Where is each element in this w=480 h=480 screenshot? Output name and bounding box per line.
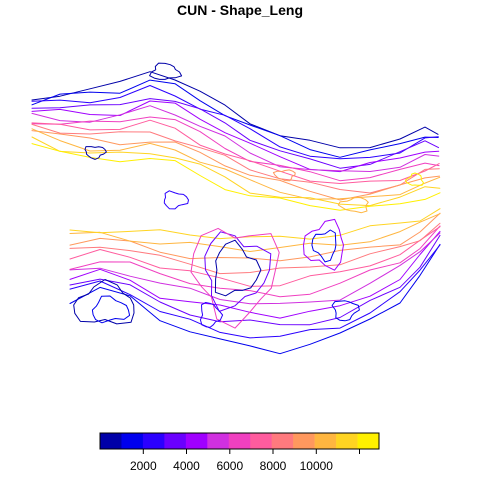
contour-feature-8 — [84, 146, 107, 160]
contour-line-south-5 — [69, 225, 441, 298]
legend-swatch-4 — [185, 433, 208, 449]
legend-swatch-8 — [271, 433, 294, 449]
contour-line-north-1 — [31, 79, 439, 158]
contour-feature-4 — [303, 218, 344, 271]
contour-feature-13 — [199, 302, 224, 328]
contour-feature-1 — [204, 231, 272, 312]
contour-feature-5 — [73, 279, 135, 325]
contour-line-south-1 — [69, 244, 441, 339]
contour-line-south-4 — [69, 232, 441, 305]
legend-tick-label: 10000 — [300, 459, 334, 473]
contour-line-south-9 — [69, 213, 441, 252]
legend-swatch-5 — [207, 433, 230, 449]
legend-swatch-3 — [164, 433, 187, 449]
contour-line-south-6 — [69, 226, 441, 287]
contour-line-south-10 — [69, 208, 441, 240]
contour-lines — [31, 62, 441, 355]
contour-line-north-3 — [31, 98, 439, 169]
contour-feature-7 — [163, 190, 189, 210]
legend-swatch-1 — [121, 433, 144, 449]
contour-feature-9 — [272, 169, 296, 182]
color-legend: 2000 4000 6000 8000 10000 — [99, 432, 380, 473]
contour-line-north-5 — [31, 105, 440, 172]
legend-swatch-6 — [228, 433, 251, 449]
legend-tick-label: 2000 — [130, 459, 157, 473]
contour-line-north-10 — [31, 128, 441, 200]
contour-feature-10 — [337, 196, 369, 214]
contour-feature-2 — [190, 227, 280, 329]
map-title: CUN - Shape_Leng — [176, 2, 303, 18]
contour-feature-14 — [331, 300, 360, 322]
contour-line-north-7 — [31, 119, 440, 184]
contour-line-north-2 — [31, 85, 439, 160]
legend-swatch-10 — [314, 433, 337, 449]
legend-swatch-7 — [250, 433, 272, 449]
contour-feature-6 — [91, 295, 131, 324]
contour-line-north-0 — [31, 71, 439, 149]
contour-line-south-8 — [69, 212, 441, 262]
contour-line-north-4 — [31, 100, 440, 173]
legend-tick-label: 6000 — [216, 459, 243, 473]
legend-swatch-11 — [336, 433, 358, 449]
legend-swatch-0 — [100, 433, 122, 449]
contour-line-north-12 — [31, 143, 441, 211]
contour-line-north-9 — [31, 130, 440, 201]
contour-line-south-3 — [69, 230, 441, 319]
contour-line-south-2 — [69, 234, 441, 326]
legend-swatch-9 — [293, 433, 315, 449]
contour-feature-3 — [311, 229, 337, 263]
legend-swatch-2 — [142, 433, 165, 449]
legend-tick-label: 8000 — [260, 459, 287, 473]
contour-line-south-7 — [69, 222, 441, 275]
legend-border — [99, 432, 380, 450]
contour-feature-11 — [404, 172, 424, 186]
contour-feature-12 — [149, 62, 183, 80]
contour-feature-0 — [214, 239, 262, 297]
legend-swatch-12 — [357, 433, 380, 449]
contour-line-north-6 — [31, 116, 440, 182]
contour-line-south-0 — [69, 243, 441, 355]
legend-tick-label: 4000 — [173, 459, 200, 473]
